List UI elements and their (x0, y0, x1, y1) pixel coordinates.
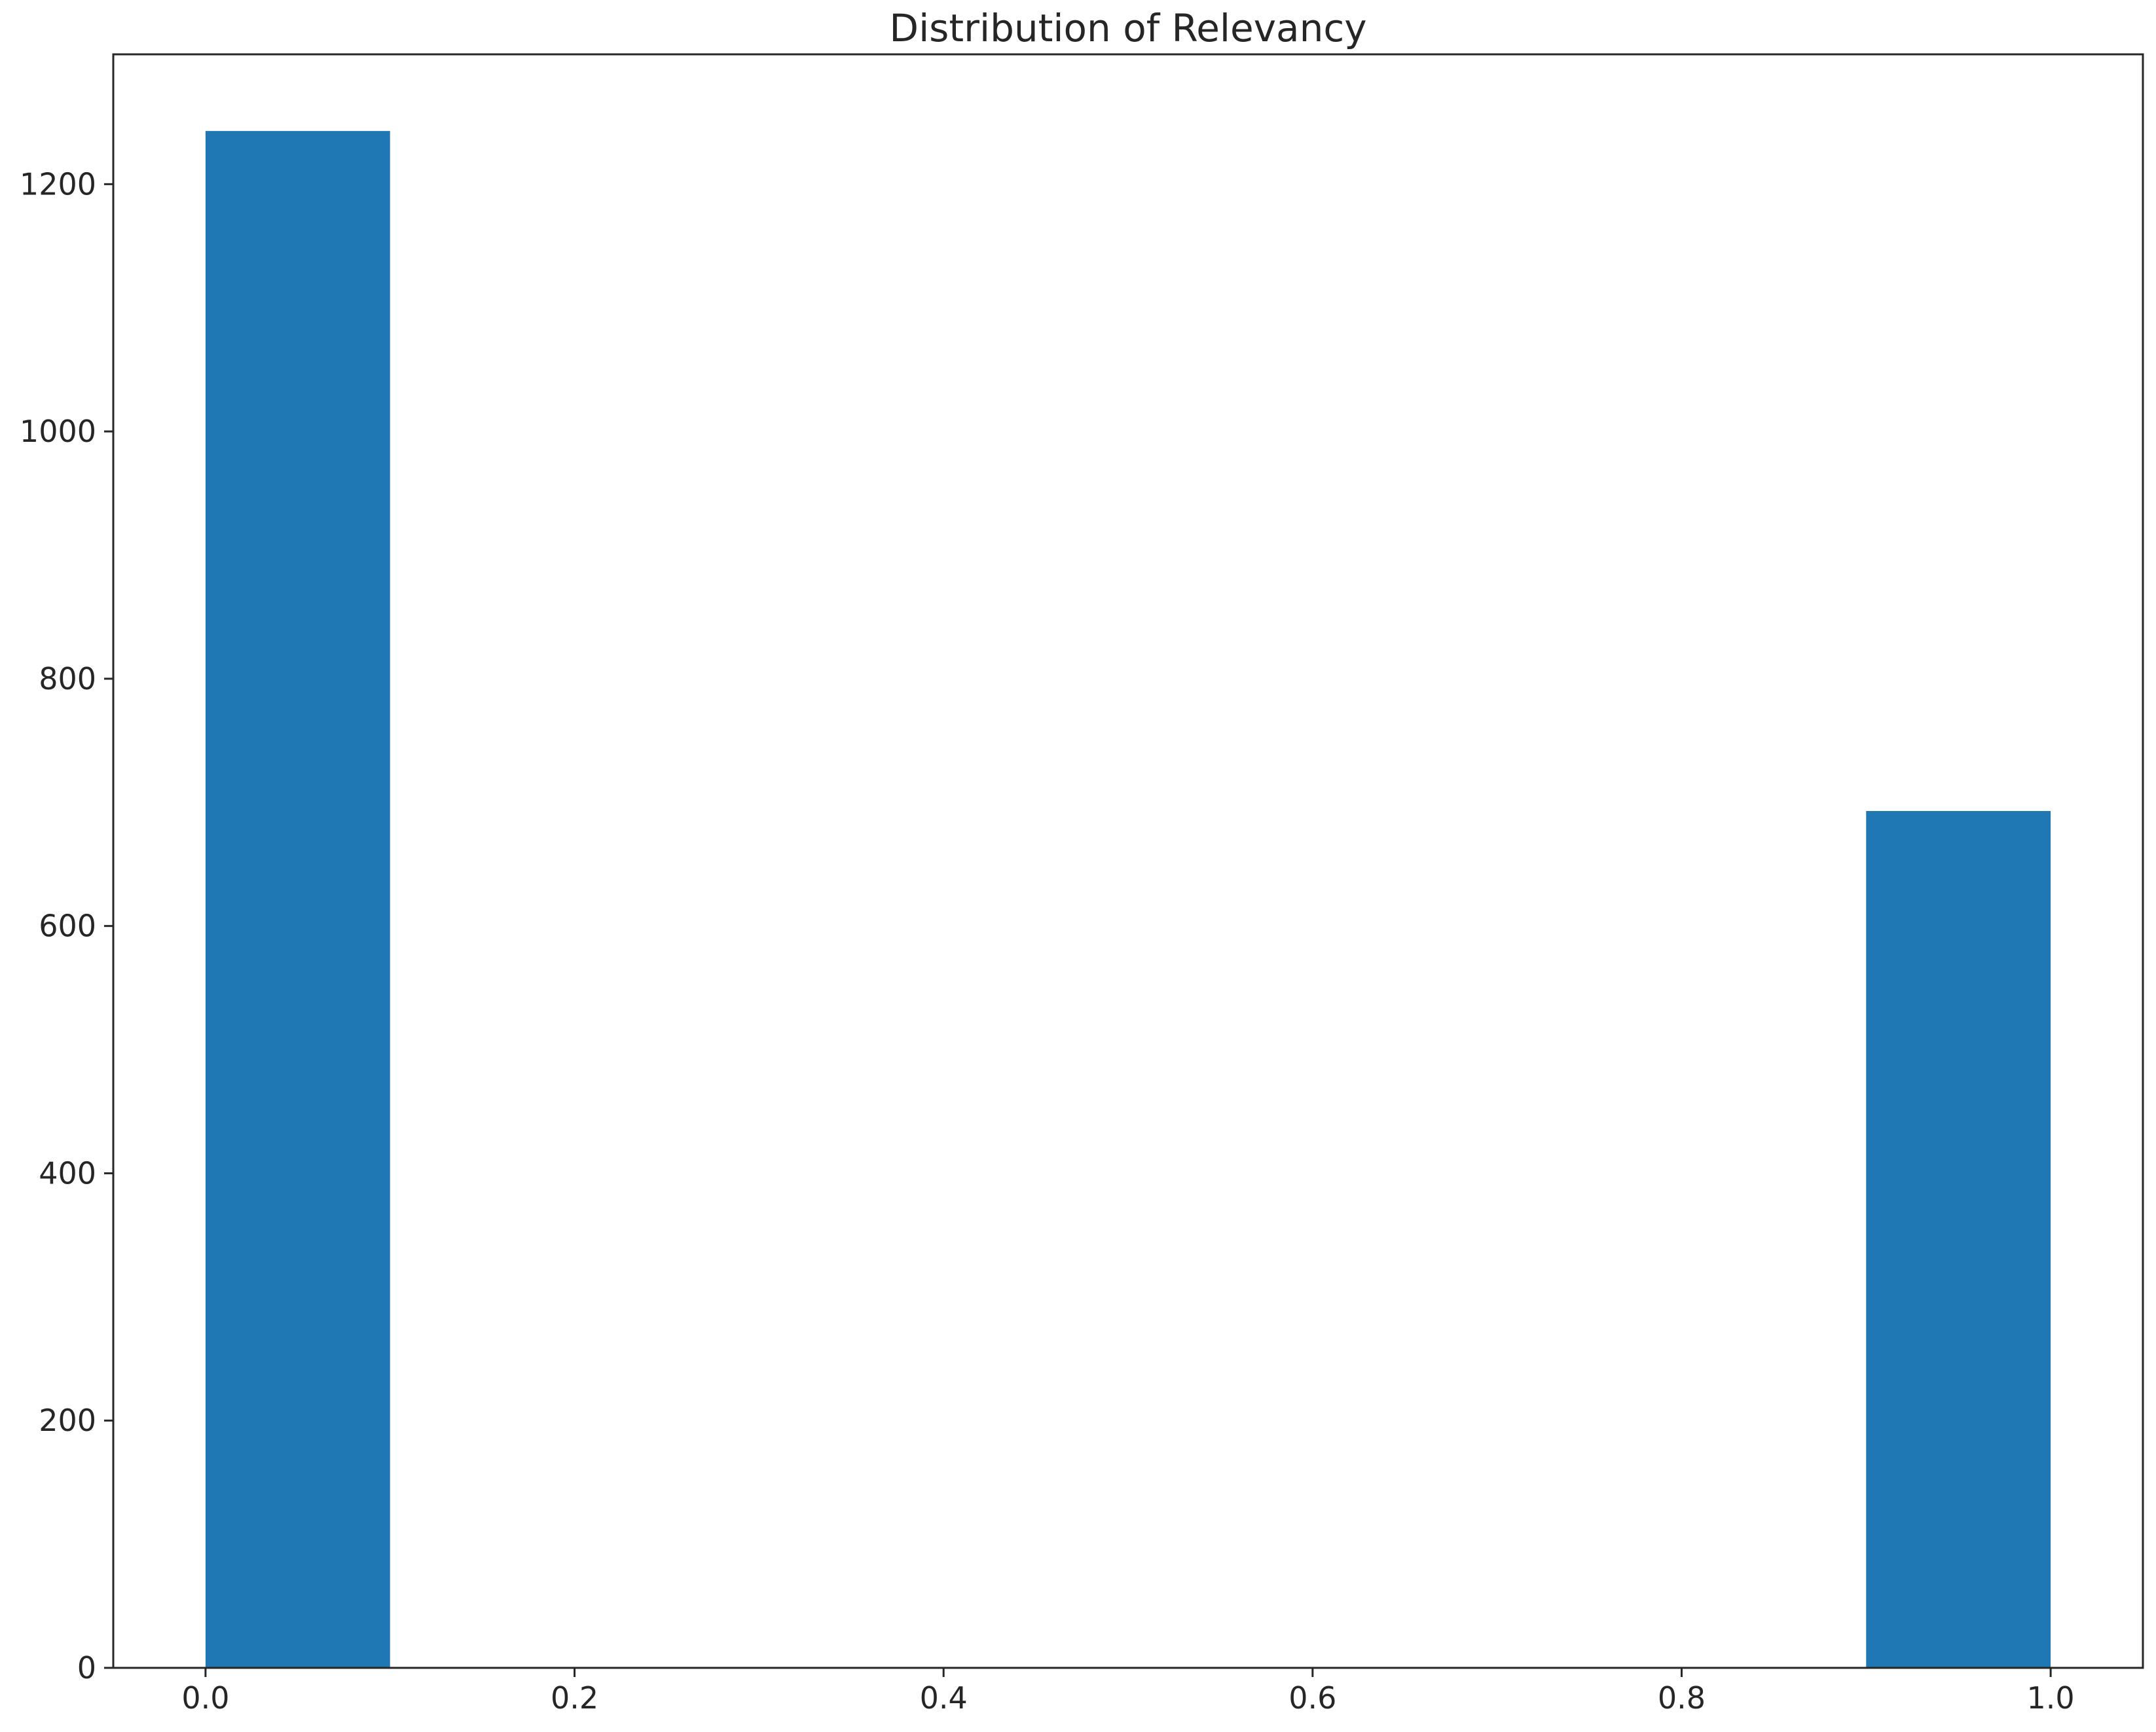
x-tick-label: 0.8 (1658, 1680, 1706, 1716)
y-axis: 0 200 400 600 800 1000 1200 (20, 166, 113, 1686)
y-tick-label: 1200 (20, 166, 96, 202)
x-tick-label: 0.2 (551, 1680, 598, 1716)
y-tick-label: 1000 (20, 414, 96, 449)
bars-layer (205, 131, 2051, 1669)
x-tick-label: 0.6 (1288, 1680, 1336, 1716)
chart-title: Distribution of Relevancy (889, 6, 1366, 50)
x-tick-label: 0.4 (920, 1680, 968, 1716)
y-tick-label: 600 (39, 909, 96, 944)
y-tick-label: 400 (39, 1155, 96, 1191)
x-axis: 0.0 0.2 0.4 0.6 0.8 1.0 (181, 1668, 2075, 1716)
y-tick-label: 200 (39, 1403, 96, 1438)
histogram-bar-0 (205, 131, 390, 1669)
plot-frame (112, 53, 2144, 1669)
y-tick-label: 800 (39, 661, 96, 696)
x-tick-label: 0.0 (181, 1680, 229, 1716)
histogram-bar-9 (1866, 811, 2051, 1668)
x-tick-label: 1.0 (2027, 1680, 2075, 1716)
y-tick-label: 0 (77, 1650, 96, 1686)
